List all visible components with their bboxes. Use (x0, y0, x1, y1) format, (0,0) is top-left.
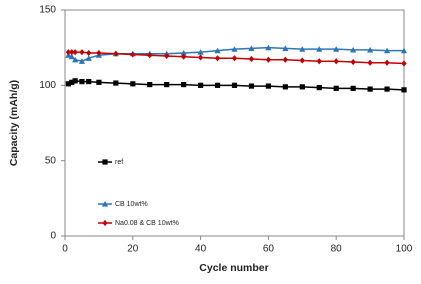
marker (79, 49, 85, 56)
marker (101, 200, 109, 207)
marker (214, 55, 221, 62)
marker (214, 47, 221, 54)
y-tick-label: 0 (50, 231, 56, 242)
marker (350, 58, 356, 66)
marker (197, 49, 204, 55)
marker (384, 86, 390, 92)
marker (102, 159, 108, 165)
marker (180, 49, 187, 56)
x-tick-label: 100 (396, 244, 413, 255)
marker (72, 49, 78, 56)
marker (400, 47, 408, 54)
marker (181, 53, 187, 60)
marker (367, 59, 373, 66)
marker (299, 57, 305, 64)
marker (316, 46, 323, 52)
marker (147, 81, 153, 88)
x-axis-title: Cycle number (199, 262, 268, 274)
marker (282, 84, 288, 90)
marker (333, 58, 339, 65)
plot-frame (64, 9, 405, 237)
marker (130, 51, 136, 58)
legend-label: CB 10wt% (115, 201, 148, 208)
marker (367, 86, 373, 92)
marker (69, 79, 75, 85)
marker (198, 54, 204, 61)
marker (72, 78, 78, 84)
marker (248, 55, 255, 63)
marker (248, 83, 255, 89)
marker (299, 46, 306, 52)
marker (72, 56, 79, 63)
marker (282, 56, 288, 63)
y-tick-label: 50 (45, 155, 57, 166)
marker (350, 46, 357, 53)
marker (102, 219, 108, 227)
x-tick-label: 20 (127, 244, 139, 255)
marker (265, 44, 272, 51)
y-axis-title: Capacity (mAh/g) (8, 80, 20, 166)
marker (299, 84, 305, 90)
marker (96, 79, 102, 85)
marker (181, 81, 187, 88)
marker (383, 47, 391, 54)
marker (401, 87, 407, 93)
marker (113, 80, 119, 86)
marker (164, 52, 170, 60)
marker (282, 45, 289, 52)
legend-label: ref (115, 159, 123, 166)
marker (350, 85, 356, 91)
y-tick-label: 100 (39, 80, 56, 91)
marker (198, 82, 204, 88)
marker (147, 52, 153, 59)
marker (85, 55, 92, 61)
legend-label: Na0.08 & CB 10wt% (115, 220, 179, 227)
marker (86, 78, 92, 85)
marker (86, 49, 92, 57)
marker (333, 46, 340, 52)
marker (367, 46, 374, 53)
marker (248, 45, 255, 52)
x-tick-label: 40 (195, 244, 207, 255)
marker (65, 49, 71, 56)
x-tick-label: 80 (331, 244, 343, 255)
marker (130, 81, 136, 87)
marker (316, 84, 322, 91)
marker (79, 78, 85, 85)
marker (231, 46, 238, 52)
y-tick-label: 150 (39, 5, 56, 16)
marker (384, 59, 390, 66)
marker (78, 58, 86, 64)
marker (333, 85, 339, 91)
marker (113, 50, 119, 57)
marker (164, 81, 170, 88)
marker (96, 49, 102, 57)
marker (65, 81, 71, 87)
marker (68, 53, 75, 60)
x-tick-label: 60 (263, 244, 275, 255)
marker (231, 55, 238, 62)
marker (401, 60, 407, 67)
marker (69, 49, 75, 56)
marker (265, 83, 271, 89)
marker (231, 82, 238, 88)
marker (214, 82, 221, 88)
marker (316, 58, 322, 65)
x-tick-label: 0 (62, 244, 68, 255)
marker (265, 56, 271, 63)
